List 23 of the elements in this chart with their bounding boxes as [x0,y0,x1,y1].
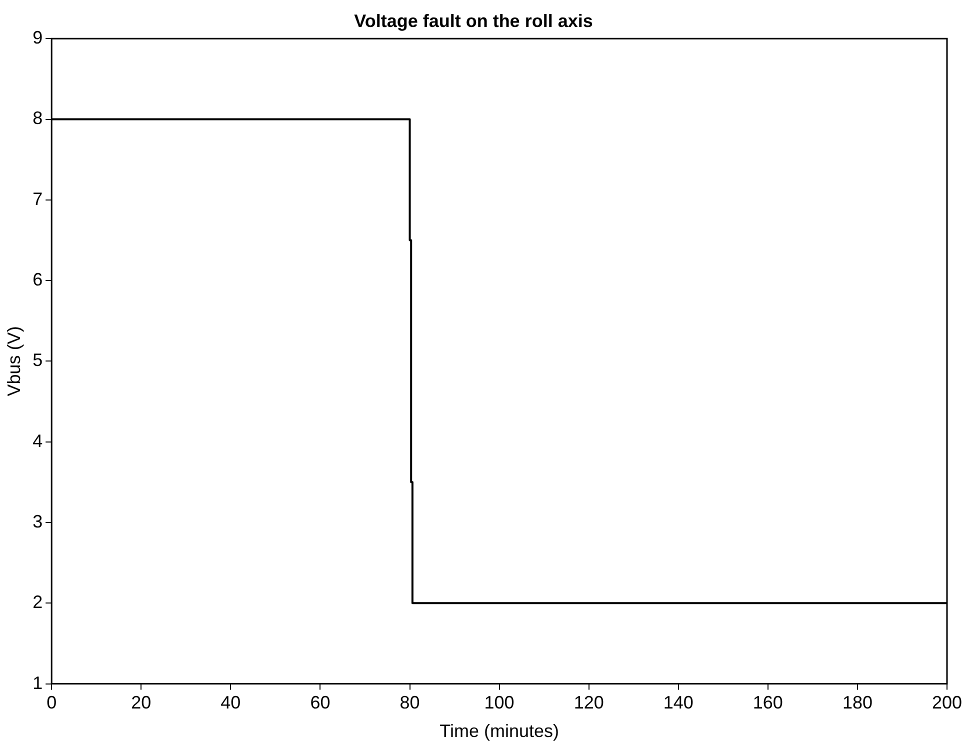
x-tick-label: 100 [484,692,514,713]
y-tick-label: 5 [32,350,43,370]
y-tick-label: 9 [32,28,43,48]
x-tick-label: 180 [842,692,872,713]
x-tick-label: 140 [663,692,694,713]
y-tick-label: 4 [32,430,43,451]
x-tick-label: 60 [310,692,330,713]
x-tick-label: 120 [574,692,604,713]
x-axis-title: Time (minutes) [440,721,559,742]
chart-title: Voltage fault on the roll axis [354,10,593,31]
x-tick-label: 80 [400,692,420,713]
x-tick-label: 200 [932,692,962,713]
y-tick-label: 8 [32,108,43,128]
y-tick-label: 3 [32,511,43,532]
x-tick-label: 40 [220,692,241,713]
y-axis-title: Vbus (V) [4,326,24,396]
y-tick-label: 1 [32,672,43,693]
x-tick-label: 0 [46,692,57,713]
y-tick-label: 6 [32,270,43,290]
y-tick-label: 2 [32,592,43,612]
y-tick-label: 7 [32,188,43,209]
x-tick-label: 160 [752,692,783,713]
x-tick-label: 20 [131,692,152,713]
